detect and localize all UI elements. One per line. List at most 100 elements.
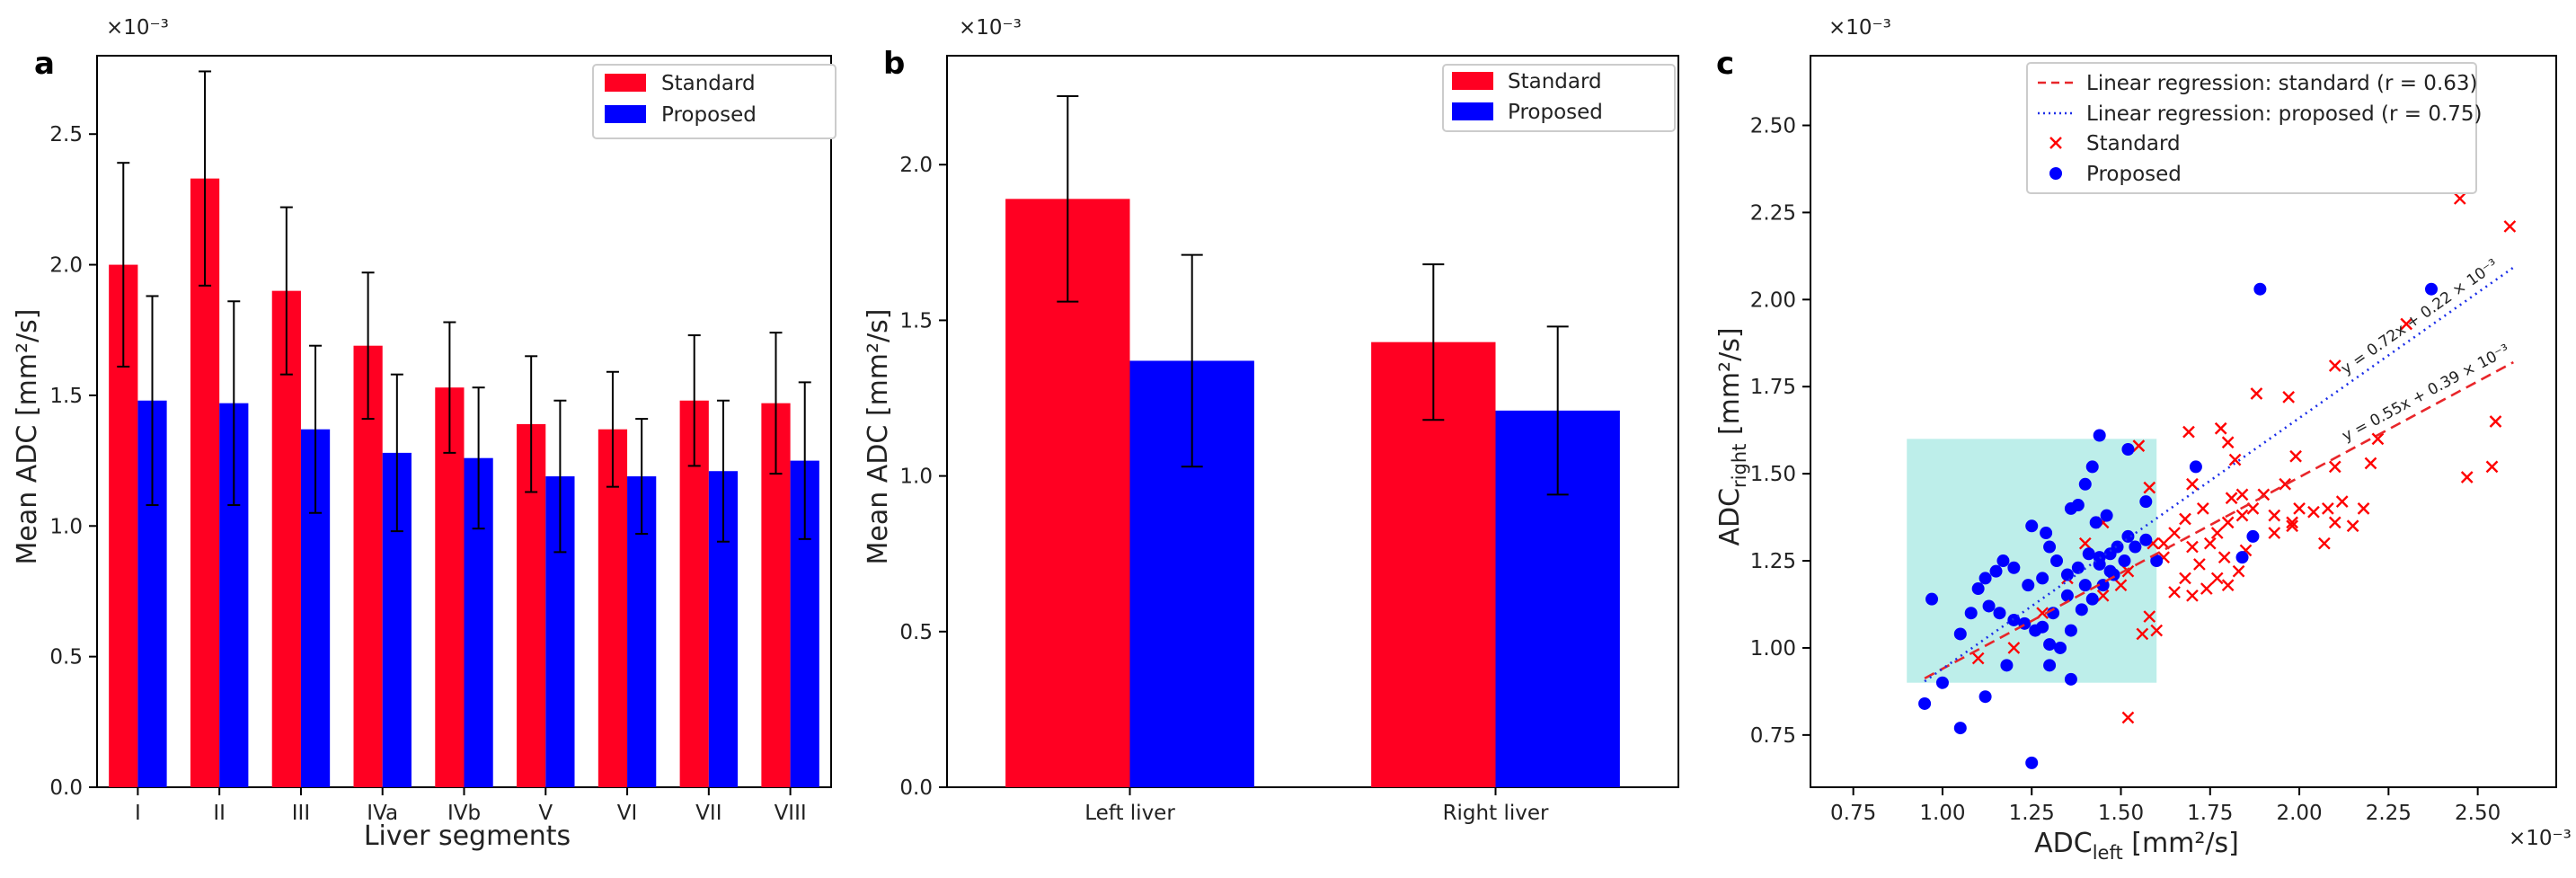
panel-c-point-proposed-23 bbox=[1978, 572, 1992, 585]
panel-a-errorbar-standard-3 bbox=[361, 271, 375, 421]
panel-a-x-tick-label-5: V bbox=[538, 802, 553, 825]
panel-c-point-standard-stroke-b-66 bbox=[1971, 652, 1985, 665]
panel-c-point-proposed-12 bbox=[2071, 561, 2085, 574]
panel-c-point-standard-30 bbox=[2268, 509, 2281, 522]
panel-c-point-proposed-31 bbox=[2053, 641, 2067, 654]
panel-c-point-standard-4 bbox=[2328, 359, 2341, 372]
panel-a-legend-swatch-standard bbox=[605, 74, 646, 92]
panel-c-point-standard-stroke-b-10 bbox=[2143, 481, 2156, 494]
panel-c-point-proposed-20 bbox=[2007, 561, 2021, 574]
panel-c-y-tick-label-4: 1.75 bbox=[1750, 376, 1796, 399]
panel-a-x-tick-label-2: III bbox=[292, 802, 310, 825]
panel-c-point-standard-54 bbox=[2318, 537, 2331, 550]
panel-c-point-standard-stroke-b-34 bbox=[2210, 527, 2224, 539]
panel-c-point-standard-stroke-b-65 bbox=[2007, 642, 2021, 654]
panel-a-errorbar-standard-6 bbox=[606, 370, 619, 488]
panel-c-point-proposed-52 bbox=[1935, 676, 1949, 689]
panel-c-point-proposed-11 bbox=[2082, 547, 2095, 561]
panel-c-point-standard-stroke-b-56 bbox=[2357, 502, 2370, 515]
panel-b-legend: Standard Proposed bbox=[1442, 64, 1676, 132]
panel-c-point-standard-23 bbox=[2485, 460, 2499, 474]
panel-c-point-proposed-53 bbox=[1978, 690, 1992, 704]
panel-c-point-proposed-30 bbox=[2043, 638, 2057, 652]
panel-c-legend-label-standard: Standard bbox=[2086, 132, 2181, 155]
panel-c-x-exponent: ×10⁻³ bbox=[2509, 827, 2572, 850]
panel-c-point-standard-26 bbox=[2307, 505, 2320, 519]
panel-c-highlight-region bbox=[1907, 439, 2157, 683]
panel-c-y-axis-label-main: ADC bbox=[1714, 488, 1746, 546]
panel-a-x-tick-label-3: IVa bbox=[367, 802, 398, 825]
panel-c-point-standard-stroke-b-24 bbox=[2346, 519, 2359, 533]
panel-c-point-standard-stroke-b-7 bbox=[2228, 453, 2242, 466]
panel-c-point-proposed-41 bbox=[2139, 495, 2153, 509]
panel-c-point-standard-45 bbox=[2186, 589, 2199, 602]
panel-c-legend-label-regression-standard: Linear regression: standard (r = 0.63) bbox=[2086, 72, 2478, 95]
panel-c-point-standard-stroke-b-21 bbox=[2489, 415, 2502, 428]
panel-c-point-standard-stroke-b-31 bbox=[2246, 502, 2260, 515]
panel-c-point-standard-stroke-b-20 bbox=[2371, 432, 2385, 446]
panel-c-point-standard-69 bbox=[2096, 589, 2110, 602]
panel-c-point-standard-47 bbox=[2210, 572, 2224, 585]
panel-c-point-proposed-40 bbox=[2150, 554, 2164, 568]
panel-a-y-tick-label-1: 0.5 bbox=[49, 646, 83, 670]
panel-a-x-tick-label-8: VIII bbox=[775, 802, 807, 825]
panel-c-point-standard-stroke-b-62 bbox=[2078, 537, 2092, 550]
panel-c-point-standard-stroke-b-16 bbox=[2279, 477, 2292, 491]
panel-b-y-tick-label-0: 0.0 bbox=[899, 776, 933, 800]
panel-c-point-standard-10 bbox=[2143, 481, 2156, 494]
panel-a-errorbar-standard-8 bbox=[769, 332, 783, 475]
panel-c-point-standard-56 bbox=[2357, 502, 2370, 515]
panel-c-y-tick-label-1: 1.00 bbox=[1750, 637, 1796, 661]
panel-c-point-proposed-25 bbox=[1982, 599, 1996, 613]
panel-c-point-standard-37 bbox=[2179, 512, 2191, 526]
panel-b-bar-chart: b ×10⁻³ 0.0 0.5 1.0 1.5 2.0 Left liver Right l… bbox=[863, 16, 1679, 825]
panel-a-x-axis-label: Liver segments bbox=[364, 820, 571, 852]
panel-c-point-standard-33 bbox=[2221, 516, 2235, 529]
panel-c-point-proposed-47 bbox=[2060, 589, 2074, 602]
panel-a-y-axis-label: Mean ADC [mm²/s] bbox=[12, 309, 43, 565]
panel-a-bar-standard-6 bbox=[598, 429, 628, 787]
panel-c-x-axis-label-sub: left bbox=[2093, 842, 2123, 864]
panel-c-point-standard-stroke-b-6 bbox=[2221, 436, 2235, 449]
panel-c-point-standard-stroke-b-41 bbox=[2186, 540, 2199, 554]
panel-c-point-standard-5 bbox=[2250, 387, 2263, 400]
panel-c-point-standard-8 bbox=[2182, 425, 2195, 439]
panel-c-point-standard-stroke-b-25 bbox=[2321, 502, 2334, 515]
panel-c-point-standard-48 bbox=[2221, 579, 2235, 592]
panel-c-point-standard-stroke-b-38 bbox=[2168, 527, 2181, 539]
panel-c-point-proposed-60 bbox=[2000, 659, 2014, 672]
panel-c-y-exponent: ×10⁻³ bbox=[1828, 16, 1891, 40]
panel-c-point-standard-stroke-b-40 bbox=[2147, 537, 2160, 550]
panel-b-y-exponent: ×10⁻³ bbox=[959, 16, 1022, 40]
panel-a-errorbar-proposed-1 bbox=[227, 300, 241, 507]
panel-a-x-tick-label-4: IVb bbox=[447, 802, 481, 825]
panel-c-point-standard-stroke-b-0 bbox=[2453, 192, 2466, 205]
panel-c-point-proposed-32 bbox=[2064, 624, 2077, 637]
panel-c-point-standard-stroke-b-8 bbox=[2182, 425, 2195, 439]
panel-a-x-tick-label-1: II bbox=[213, 802, 226, 825]
panel-c-point-standard-12 bbox=[2186, 477, 2199, 491]
panel-c-point-standard-stroke-b-50 bbox=[2217, 551, 2231, 564]
panel-c-point-proposed-3 bbox=[2078, 477, 2092, 491]
panel-c-frame bbox=[1810, 55, 2557, 788]
panel-c-legend-marker-standard bbox=[2049, 137, 2062, 149]
panel-c-point-standard-stroke-b-27 bbox=[2328, 516, 2341, 529]
panel-c-point-standard-57 bbox=[2136, 627, 2149, 641]
panel-c-point-standard-11 bbox=[2132, 439, 2146, 452]
panel-a-errorbar-proposed-3 bbox=[390, 373, 403, 533]
panel-c-point-standard-66 bbox=[1971, 652, 1985, 665]
panel-c-point-standard-stroke-b-59 bbox=[2150, 624, 2164, 637]
panel-c-point-standard-50 bbox=[2217, 551, 2231, 564]
panel-c-point-proposed-18 bbox=[2036, 572, 2049, 585]
panel-c-point-proposed-21 bbox=[1996, 554, 2010, 568]
panel-a-x-tick-label-7: VII bbox=[695, 802, 721, 825]
panel-c-point-standard-stroke-b-49 bbox=[2232, 564, 2245, 578]
panel-a-errorbar-standard-1 bbox=[199, 70, 212, 287]
panel-a-x-tick-label-6: VI bbox=[617, 802, 638, 825]
panel-a-errorbar-standard-2 bbox=[279, 206, 293, 376]
panel-c-point-standard-7 bbox=[2228, 453, 2242, 466]
panel-c-point-standard-62 bbox=[2078, 537, 2092, 550]
panel-c-point-standard-stroke-b-37 bbox=[2179, 512, 2191, 526]
panel-c-point-standard-27 bbox=[2328, 516, 2341, 529]
panel-c-plot-area: 0.75 1.00 1.25 1.50 1.75 2.00 2.25 2.50 0.75 1.00… bbox=[1750, 55, 2557, 825]
